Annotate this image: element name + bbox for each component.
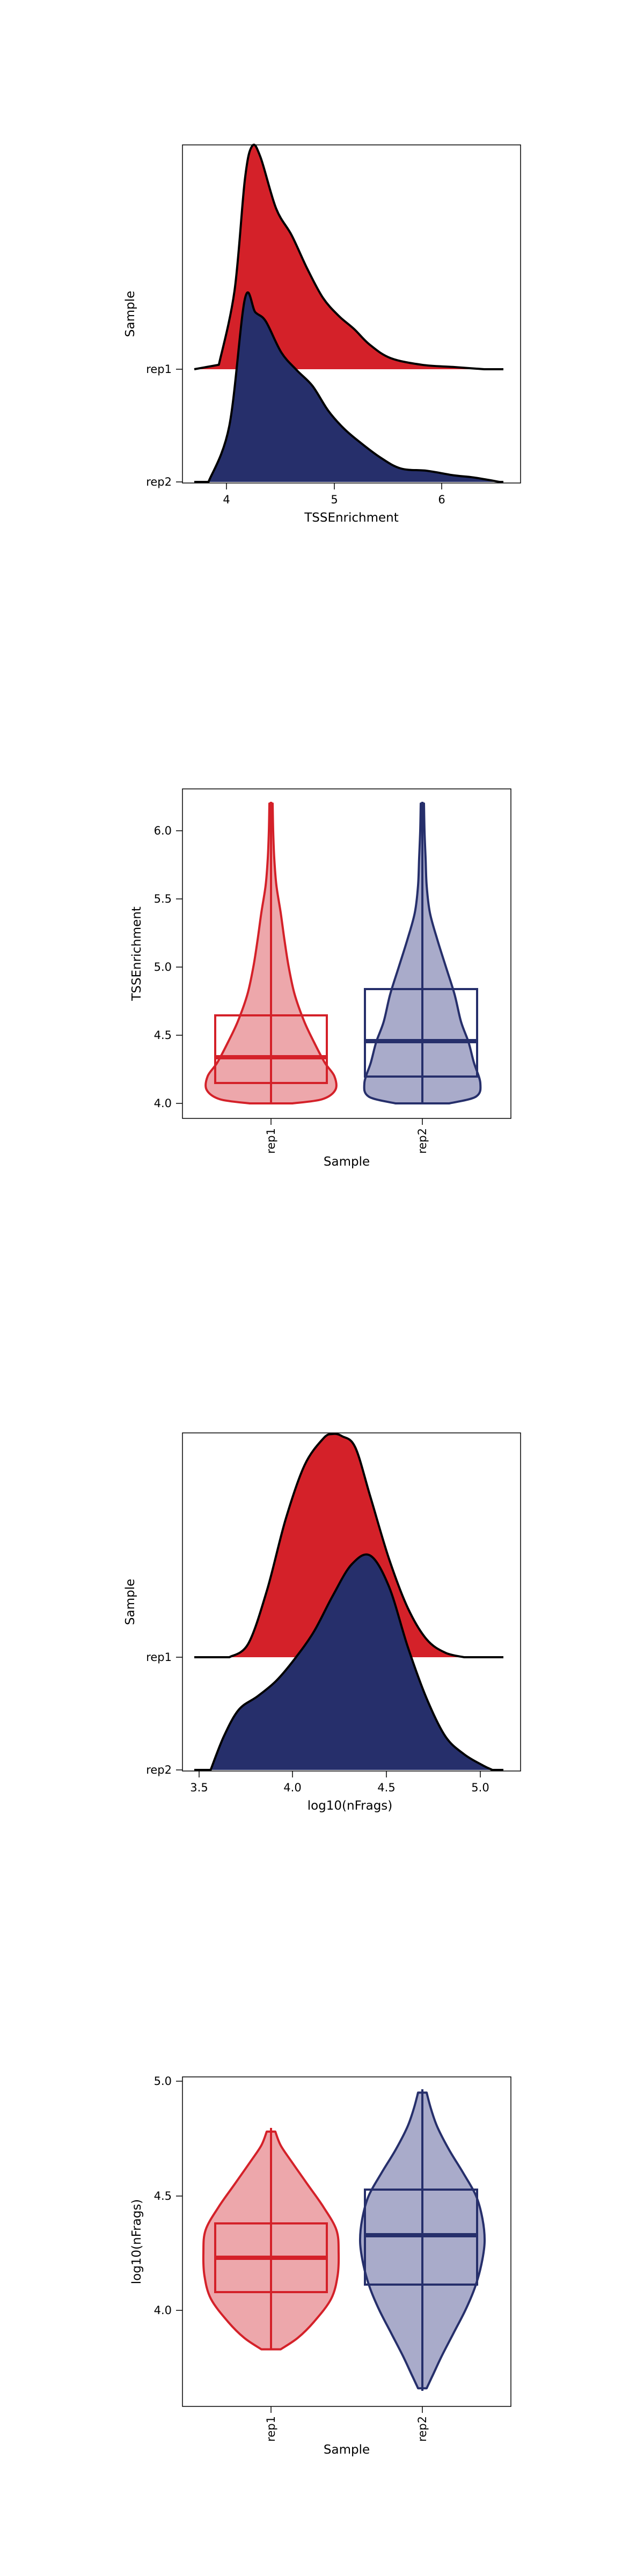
x-tick-label-6: 6 bbox=[438, 493, 445, 506]
y-tick-label-4-0: 4.0 bbox=[154, 1097, 172, 1110]
x-tick-label-4: 4 bbox=[223, 493, 230, 506]
y-axis-label: Sample bbox=[123, 291, 137, 337]
x-axis-label: TSSEnrichment bbox=[304, 511, 399, 525]
y-tick-label-4-5: 4.5 bbox=[154, 2190, 172, 2202]
x-tick-label-rep1: rep1 bbox=[265, 2416, 277, 2442]
x-axis-label: log10(nFrags) bbox=[308, 1799, 393, 1813]
y-axis-label: Sample bbox=[123, 1579, 137, 1625]
plot-frame bbox=[182, 144, 521, 484]
tss-violin-panel: 4.0 4.5 5.0 5.5 6.0 rep1 rep2 Sample TSS… bbox=[130, 788, 511, 1169]
density-rep2 bbox=[194, 291, 503, 483]
x-tick-label-rep1: rep1 bbox=[265, 1128, 277, 1154]
y-tick-label-6-0: 6.0 bbox=[154, 824, 172, 837]
nfrags-violin-panel: 4.0 4.5 5.0 rep1 rep2 Sample log10(nFrag… bbox=[130, 2075, 511, 2457]
box-rep1 bbox=[214, 1014, 328, 1084]
y-tick-label-4-0: 4.0 bbox=[154, 2304, 172, 2317]
density-rep2 bbox=[194, 1553, 503, 1771]
y-tick-label-rep2: rep2 bbox=[146, 475, 172, 488]
y-tick-label-rep1: rep1 bbox=[146, 1651, 172, 1664]
x-tick-label-5-0: 5.0 bbox=[471, 1781, 489, 1794]
x-axis-label: Sample bbox=[324, 1155, 370, 1169]
density-rep1 bbox=[194, 143, 503, 370]
x-axis-label: Sample bbox=[324, 2443, 370, 2457]
y-tick-label-rep1: rep1 bbox=[146, 363, 172, 376]
density-rep1 bbox=[194, 1432, 503, 1658]
x-tick-label-4-0: 4.0 bbox=[283, 1781, 301, 1794]
x-tick-label-3-5: 3.5 bbox=[190, 1781, 208, 1794]
y-tick-label-5-5: 5.5 bbox=[154, 892, 172, 905]
y-axis-label: log10(nFrags) bbox=[130, 2199, 144, 2285]
x-tick-label-4-5: 4.5 bbox=[377, 1781, 395, 1794]
y-axis-label: TSSEnrichment bbox=[130, 906, 144, 1001]
nfrags-ridge-panel: rep1 rep2 3.5 4.0 4.5 5.0 log10(nFrags) … bbox=[123, 1432, 521, 1813]
tss-ridge-panel: rep1 rep2 4 5 6 TSSEnrichment Sample bbox=[123, 143, 521, 525]
y-tick-label-4-5: 4.5 bbox=[154, 1029, 172, 1042]
plot-frame bbox=[182, 2076, 511, 2407]
box-rep2 bbox=[364, 988, 478, 1078]
y-tick-label-rep2: rep2 bbox=[146, 1763, 172, 1776]
y-tick-label-5-0: 5.0 bbox=[154, 961, 172, 974]
x-tick-label-5: 5 bbox=[331, 493, 338, 506]
y-tick-label-5-0: 5.0 bbox=[154, 2075, 172, 2088]
plot-frame bbox=[182, 788, 511, 1119]
x-tick-label-rep2: rep2 bbox=[416, 1128, 429, 1154]
plot-frame bbox=[182, 1432, 521, 1772]
x-tick-label-rep2: rep2 bbox=[416, 2416, 429, 2442]
